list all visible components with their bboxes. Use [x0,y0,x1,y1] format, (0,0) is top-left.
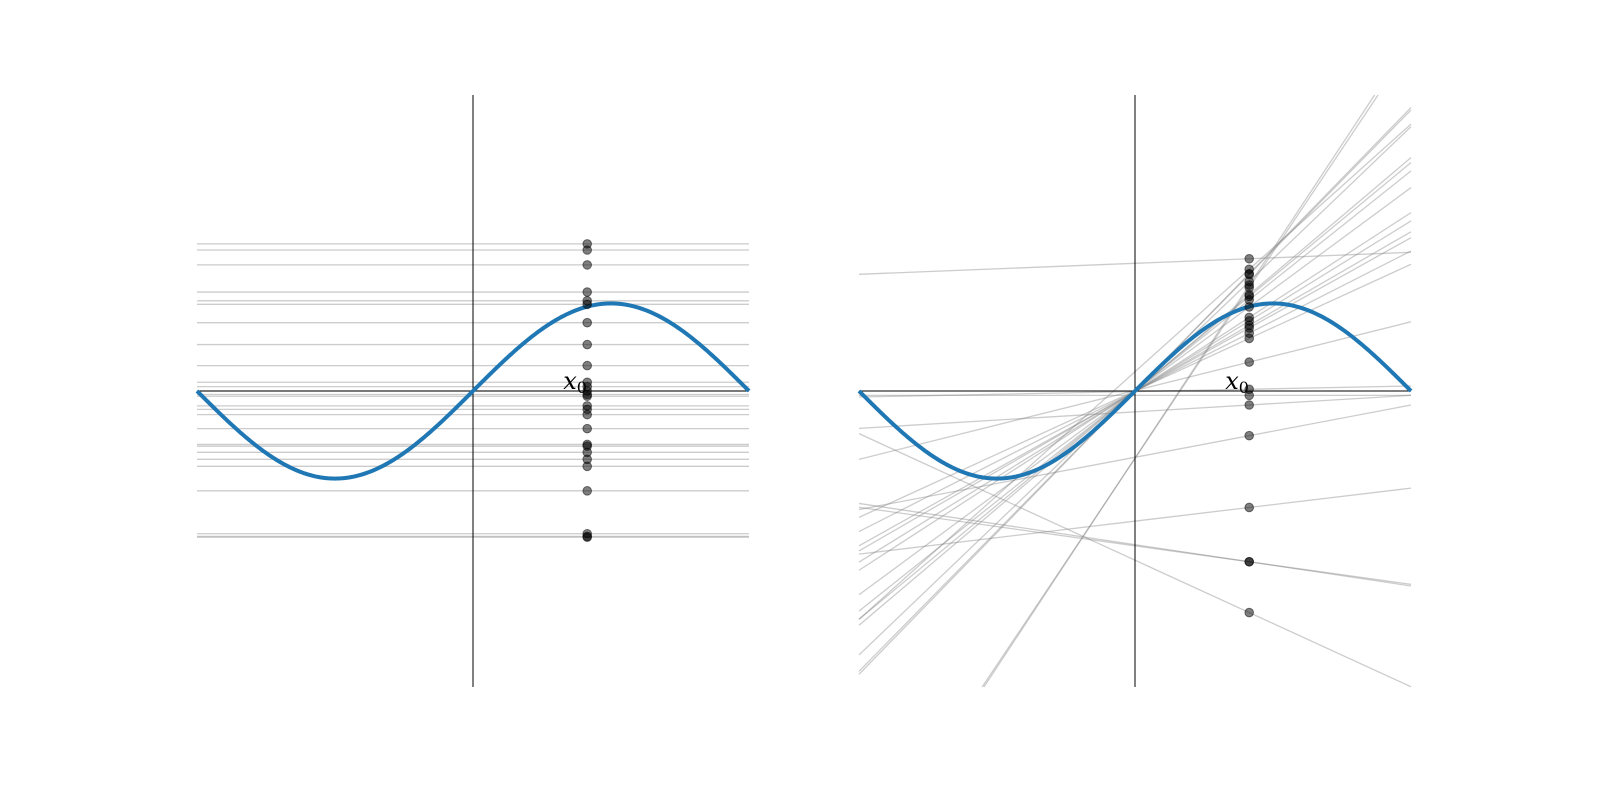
left-sample-point-17 [582,409,593,420]
right-x0-label: x0 [1225,367,1249,397]
right-sample-point-15 [1244,333,1255,344]
left-sine-curve [195,301,751,481]
left-sample-points [582,239,593,543]
left-sample-point-2 [582,245,593,255]
left-sample-point-6 [582,299,593,310]
right-sine-curve [857,301,1413,481]
left-sample-point-23 [582,461,593,472]
right-sample-point-23 [1244,556,1255,567]
left-sample-point-4 [582,287,593,297]
left-x0-label: x0 [563,367,587,397]
left-sample-point-18 [582,423,593,434]
left-subplot-zero-order-fits: x0 [195,95,751,687]
right-sample-point-18 [1244,390,1255,401]
left-sample-point-14 [582,391,593,402]
left-sample-point-7 [582,317,593,328]
right-sample-point-16 [1244,357,1255,367]
right-sample-point-9 [1244,302,1255,312]
left-sample-point-24 [582,486,593,496]
right-sample-point-19 [1244,400,1255,410]
right-sine-curve-group [857,301,1413,481]
left-sample-point-3 [582,260,593,270]
right-sample-point-24 [1244,607,1255,618]
right-sample-point-1 [1244,253,1255,264]
left-sample-point-8 [582,339,593,350]
right-sample-points [1244,253,1255,618]
left-sample-point-9 [582,360,593,371]
left-sample-point-27 [582,532,593,543]
right-subplot-first-order-fits: x0 [857,94,1413,688]
right-sample-point-21 [1244,502,1255,513]
left-sine-curve-group [195,301,751,481]
right-sample-point-26 [1244,280,1255,290]
right-sample-point-20 [1244,430,1255,441]
